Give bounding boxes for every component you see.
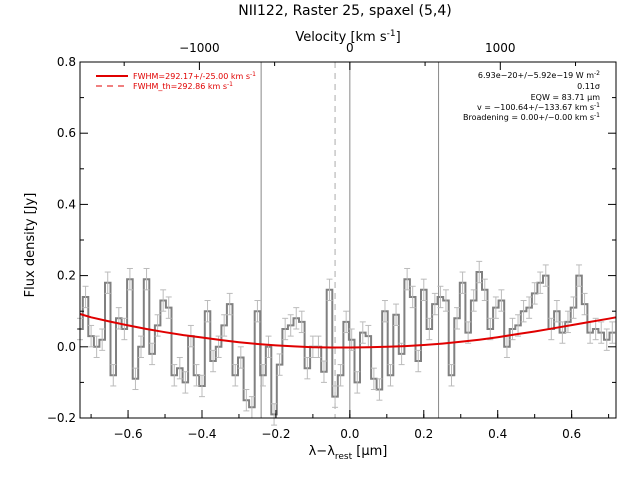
legend-fit-label: FWHM=292.17+/-25.00 km s-1 [133, 71, 256, 81]
x-tick-label: 0.2 [414, 427, 433, 441]
x-tick-label: −0.4 [187, 427, 216, 441]
legend: FWHM=292.17+/-25.00 km s-1 FWHM_th=292.8… [96, 71, 256, 91]
top-axis-label: Velocity [km s-1] [295, 29, 400, 45]
y-tick-label: −0.2 [47, 411, 76, 425]
top-tick-label: −1000 [179, 41, 220, 55]
x-tick-label: −0.6 [113, 427, 142, 441]
y-axis-label: Flux density [Jy] [23, 193, 38, 298]
fit-curve [79, 313, 617, 349]
y-tick-label: 0.6 [57, 126, 76, 140]
y-tick-label: 0.8 [57, 55, 76, 69]
annotation-sigma: 0.11σ [577, 82, 600, 91]
x-tick-label: 0.6 [562, 427, 581, 441]
top-tick-label: 0 [346, 41, 354, 55]
plot-area [77, 62, 617, 426]
fit-annotations: 6.93e−20+/−5.92e−19 W m-2 0.11σ EQW = 83… [463, 70, 600, 122]
top-tick-label: 1000 [485, 41, 516, 55]
annotation-eqw: EQW = 83.71 μm [531, 93, 601, 102]
y-tick-label: 0.4 [57, 197, 76, 211]
annotation-broadening: Broadening = 0.00+/−0.00 km s-1 [463, 112, 600, 122]
x-tick-label: −0.2 [261, 427, 290, 441]
y-tick-label: 0.2 [57, 269, 76, 283]
spectrum-line [77, 271, 616, 416]
legend-th-label: FWHM_th=292.86 km s-1 [133, 81, 233, 91]
x-tick-label: 0.0 [340, 427, 359, 441]
annotation-flux: 6.93e−20+/−5.92e−19 W m-2 [478, 70, 600, 80]
x-tick-label: 0.4 [488, 427, 507, 441]
chart-title: NII122, Raster 25, spaxel (5,4) [238, 3, 451, 19]
x-axis-label: λ−λrest [μm] [309, 444, 388, 462]
annotation-velocity: v = −100.64+/−133.67 km s-1 [477, 102, 600, 112]
y-tick-label: 0.0 [57, 340, 76, 354]
